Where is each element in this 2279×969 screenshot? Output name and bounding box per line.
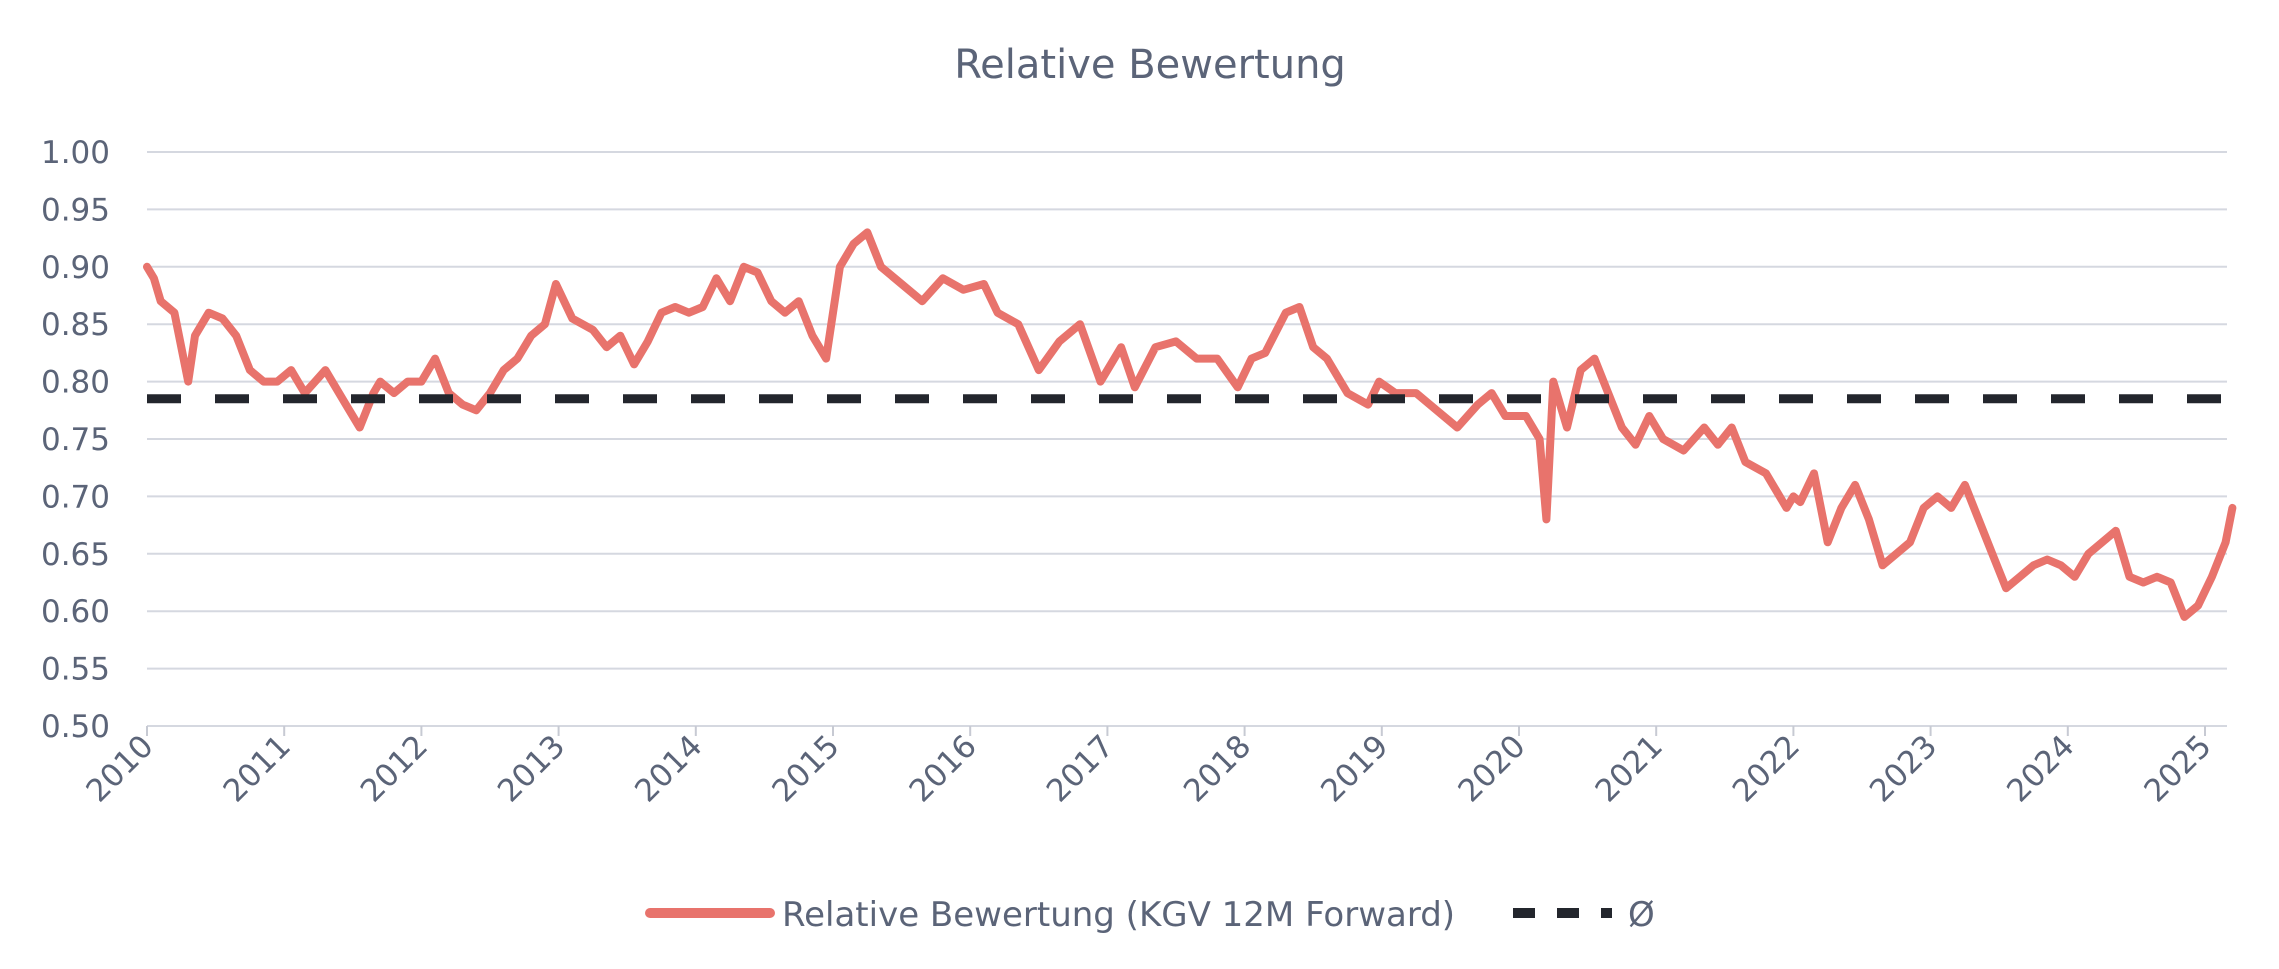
x-tick-label: 2019 <box>1314 728 1395 809</box>
x-tick-label: 2025 <box>2137 728 2218 809</box>
x-tick-label: 2022 <box>1726 728 1807 809</box>
y-tick-label: 0.90 <box>41 250 110 286</box>
y-tick-label: 0.65 <box>41 537 110 573</box>
x-tick-label: 2018 <box>1177 728 1258 809</box>
x-tick-label: 2016 <box>903 728 984 809</box>
y-tick-label: 0.75 <box>41 422 110 458</box>
y-tick-label: 1.00 <box>41 135 110 171</box>
legend-label-average: Ø <box>1628 895 1655 935</box>
x-tick-label: 2017 <box>1040 728 1121 809</box>
y-tick-label: 0.95 <box>41 192 110 228</box>
y-tick-label: 0.70 <box>41 479 110 515</box>
x-tick-label: 2014 <box>628 728 709 809</box>
x-tick-label: 2012 <box>354 728 435 809</box>
y-tick-label: 0.80 <box>41 365 110 401</box>
series-layer <box>143 228 2237 621</box>
relative-valuation-line <box>143 228 2237 621</box>
x-tick-label: 2015 <box>765 728 846 809</box>
y-axis-tick-labels: 1.00 0.95 0.90 0.85 0.80 0.75 0.70 0.65 0.60 0.55… <box>41 135 110 745</box>
y-tick-label: 0.60 <box>41 594 110 630</box>
y-tick-label: 0.85 <box>41 307 110 343</box>
x-tick-label: 2013 <box>491 728 572 809</box>
x-tick-label: 2021 <box>1589 728 1670 809</box>
chart-title: Relative Bewertung <box>954 42 1346 88</box>
x-tick-label: 2020 <box>1451 728 1532 809</box>
x-tick-label: 2011 <box>217 728 298 809</box>
y-tick-label: 0.50 <box>41 709 110 745</box>
grid-lines <box>147 151 2227 727</box>
x-axis: 2010 2011 2012 2013 2014 2015 2016 2017 2018 2019… <box>79 726 2219 809</box>
y-tick-label: 0.55 <box>41 652 110 688</box>
x-tick-label: 2023 <box>1863 728 1944 809</box>
legend: Relative Bewertung (KGV 12M Forward) Ø <box>645 895 1655 935</box>
legend-label-relative-bewertung: Relative Bewertung (KGV 12M Forward) <box>782 895 1455 935</box>
x-tick-label: 2024 <box>2000 728 2081 809</box>
